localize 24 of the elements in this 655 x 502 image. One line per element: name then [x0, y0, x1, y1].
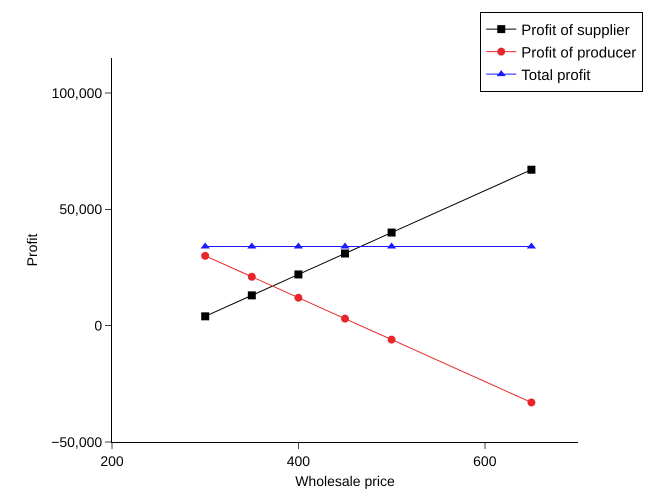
point [294, 294, 302, 302]
y-tick-label: 100,000 [52, 84, 102, 101]
x-tick-label: 600 [473, 452, 497, 469]
legend-label: Profit of producer [521, 44, 636, 62]
point [294, 270, 302, 278]
x-tick-label: 400 [286, 452, 310, 469]
point [341, 249, 349, 258]
point [201, 312, 210, 320]
point [248, 291, 256, 300]
y-tick-label: 0 [94, 318, 102, 334]
x-axis-title: Wholesale price [295, 473, 396, 490]
point [201, 252, 210, 260]
legend-label: Total profit [521, 67, 592, 84]
point [388, 336, 396, 344]
legend-label: Profit of supplier [521, 22, 630, 40]
y-tick-label: 50,000 [59, 201, 102, 218]
y-tick-label: −50,000 [51, 434, 102, 450]
point [527, 166, 536, 174]
point [388, 228, 396, 237]
point [248, 272, 256, 281]
x-tick-label: 200 [100, 452, 124, 469]
point [341, 314, 349, 323]
point [527, 398, 536, 406]
y-axis-title: Profit [24, 234, 40, 266]
